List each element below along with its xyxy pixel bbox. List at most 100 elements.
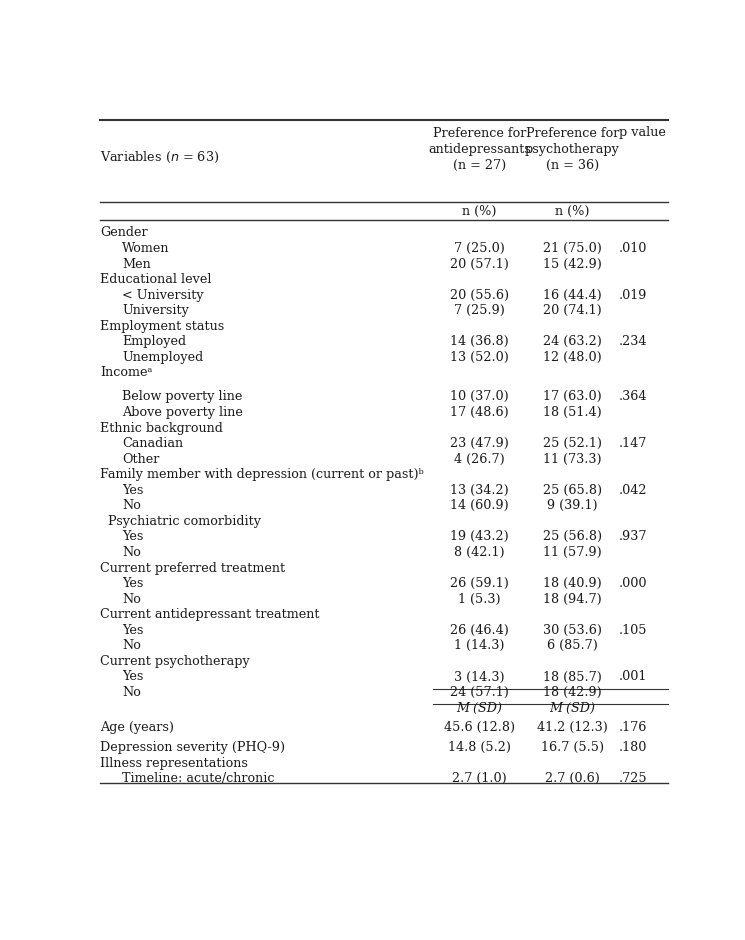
Text: Current preferred treatment: Current preferred treatment xyxy=(100,561,285,574)
Text: Age (years): Age (years) xyxy=(100,721,174,734)
Text: 7 (25.9): 7 (25.9) xyxy=(454,305,505,317)
Text: Employment status: Employment status xyxy=(100,320,224,333)
Text: .180: .180 xyxy=(618,741,647,754)
Text: .001: .001 xyxy=(618,670,647,683)
Text: 21 (75.0): 21 (75.0) xyxy=(543,242,602,255)
Text: Men: Men xyxy=(122,258,150,271)
Text: 26 (46.4): 26 (46.4) xyxy=(450,624,509,636)
Text: .234: .234 xyxy=(618,336,647,349)
Text: 14 (36.8): 14 (36.8) xyxy=(450,336,509,349)
Text: Ethnic background: Ethnic background xyxy=(100,421,223,434)
Text: Below poverty line: Below poverty line xyxy=(122,390,242,403)
Text: 18 (42.9): 18 (42.9) xyxy=(543,686,602,699)
Text: 24 (63.2): 24 (63.2) xyxy=(543,336,602,349)
Text: Incomeᵃ: Incomeᵃ xyxy=(100,367,153,380)
Text: 16.7 (5.5): 16.7 (5.5) xyxy=(541,741,604,754)
Text: .937: .937 xyxy=(618,530,647,543)
Text: 19 (43.2): 19 (43.2) xyxy=(450,530,509,543)
Text: .176: .176 xyxy=(618,721,647,734)
Text: 10 (37.0): 10 (37.0) xyxy=(450,390,509,403)
Text: 11 (57.9): 11 (57.9) xyxy=(543,546,602,559)
Text: 7 (25.0): 7 (25.0) xyxy=(454,242,505,255)
Text: 20 (74.1): 20 (74.1) xyxy=(543,305,602,317)
Text: Gender: Gender xyxy=(100,227,148,240)
Text: 14 (60.9): 14 (60.9) xyxy=(450,499,509,512)
Text: p value: p value xyxy=(618,126,665,139)
Text: 24 (57.1): 24 (57.1) xyxy=(450,686,509,699)
Text: Illness representations: Illness representations xyxy=(100,757,248,770)
Text: 1 (5.3): 1 (5.3) xyxy=(458,593,501,605)
Text: Yes: Yes xyxy=(122,670,143,683)
Text: No: No xyxy=(122,546,141,559)
Text: 18 (51.4): 18 (51.4) xyxy=(543,406,602,419)
Text: 8 (42.1): 8 (42.1) xyxy=(454,546,504,559)
Text: < University: < University xyxy=(122,289,203,302)
Text: Canadian: Canadian xyxy=(122,437,183,450)
Text: 26 (59.1): 26 (59.1) xyxy=(450,577,509,590)
Text: 45.6 (12.8): 45.6 (12.8) xyxy=(444,721,515,734)
Text: No: No xyxy=(122,686,141,699)
Text: 4 (26.7): 4 (26.7) xyxy=(454,453,505,465)
Text: Timeline: acute/chronic: Timeline: acute/chronic xyxy=(122,772,274,785)
Text: Current antidepressant treatment: Current antidepressant treatment xyxy=(100,608,320,621)
Text: 13 (52.0): 13 (52.0) xyxy=(450,351,509,364)
Text: 3 (14.3): 3 (14.3) xyxy=(454,670,504,683)
Text: Educational level: Educational level xyxy=(100,274,212,286)
Text: M (SD): M (SD) xyxy=(549,701,595,714)
Text: n (%): n (%) xyxy=(555,206,589,218)
Text: Yes: Yes xyxy=(122,530,143,543)
Text: Family member with depression (current or past)ᵇ: Family member with depression (current o… xyxy=(100,468,424,481)
Text: .010: .010 xyxy=(618,242,647,255)
Text: M (SD): M (SD) xyxy=(457,701,502,714)
Text: 13 (34.2): 13 (34.2) xyxy=(450,484,509,496)
Text: 23 (47.9): 23 (47.9) xyxy=(450,437,509,450)
Text: 11 (73.3): 11 (73.3) xyxy=(543,453,602,465)
Text: 6 (85.7): 6 (85.7) xyxy=(547,639,597,652)
Text: 17 (63.0): 17 (63.0) xyxy=(543,390,602,403)
Text: Employed: Employed xyxy=(122,336,186,349)
Text: 25 (65.8): 25 (65.8) xyxy=(543,484,602,496)
Text: No: No xyxy=(122,593,141,605)
Text: Depression severity (PHQ-9): Depression severity (PHQ-9) xyxy=(100,741,285,754)
Text: Preference for
psychotherapy
(n = 36): Preference for psychotherapy (n = 36) xyxy=(525,127,620,172)
Text: .725: .725 xyxy=(618,772,647,785)
Text: 12 (48.0): 12 (48.0) xyxy=(543,351,602,364)
Text: n (%): n (%) xyxy=(462,206,497,218)
Text: 18 (85.7): 18 (85.7) xyxy=(543,670,602,683)
Text: 30 (53.6): 30 (53.6) xyxy=(543,624,602,636)
Text: 18 (94.7): 18 (94.7) xyxy=(543,593,602,605)
Text: 18 (40.9): 18 (40.9) xyxy=(543,577,602,590)
Text: .019: .019 xyxy=(618,289,647,302)
Text: Yes: Yes xyxy=(122,484,143,496)
Text: No: No xyxy=(122,499,141,512)
Text: 25 (56.8): 25 (56.8) xyxy=(543,530,602,543)
Text: 15 (42.9): 15 (42.9) xyxy=(543,258,602,271)
Text: Yes: Yes xyxy=(122,577,143,590)
Text: University: University xyxy=(122,305,189,317)
Text: Above poverty line: Above poverty line xyxy=(122,406,243,419)
Text: .105: .105 xyxy=(618,624,647,636)
Text: Preference for
antidepressants
(n = 27): Preference for antidepressants (n = 27) xyxy=(428,127,531,172)
Text: Psychiatric comorbidity: Psychiatric comorbidity xyxy=(100,515,261,528)
Text: Other: Other xyxy=(122,453,159,465)
Text: .000: .000 xyxy=(618,577,647,590)
Text: Current psychotherapy: Current psychotherapy xyxy=(100,655,250,668)
Text: 2.7 (0.6): 2.7 (0.6) xyxy=(545,772,600,785)
Text: 16 (44.4): 16 (44.4) xyxy=(543,289,602,302)
Text: .147: .147 xyxy=(618,437,647,450)
Text: 41.2 (12.3): 41.2 (12.3) xyxy=(537,721,608,734)
Text: Yes: Yes xyxy=(122,624,143,636)
Text: No: No xyxy=(122,639,141,652)
Text: 25 (52.1): 25 (52.1) xyxy=(543,437,602,450)
Text: Unemployed: Unemployed xyxy=(122,351,203,364)
Text: .042: .042 xyxy=(618,484,647,496)
Text: Women: Women xyxy=(122,242,170,255)
Text: 2.7 (1.0): 2.7 (1.0) xyxy=(452,772,507,785)
Text: .364: .364 xyxy=(618,390,647,403)
Text: 9 (39.1): 9 (39.1) xyxy=(547,499,597,512)
Text: 20 (55.6): 20 (55.6) xyxy=(450,289,509,302)
Text: Variables ($n$ = 63): Variables ($n$ = 63) xyxy=(100,149,219,164)
Text: 1 (14.3): 1 (14.3) xyxy=(454,639,504,652)
Text: 20 (57.1): 20 (57.1) xyxy=(450,258,509,271)
Text: 14.8 (5.2): 14.8 (5.2) xyxy=(448,741,511,754)
